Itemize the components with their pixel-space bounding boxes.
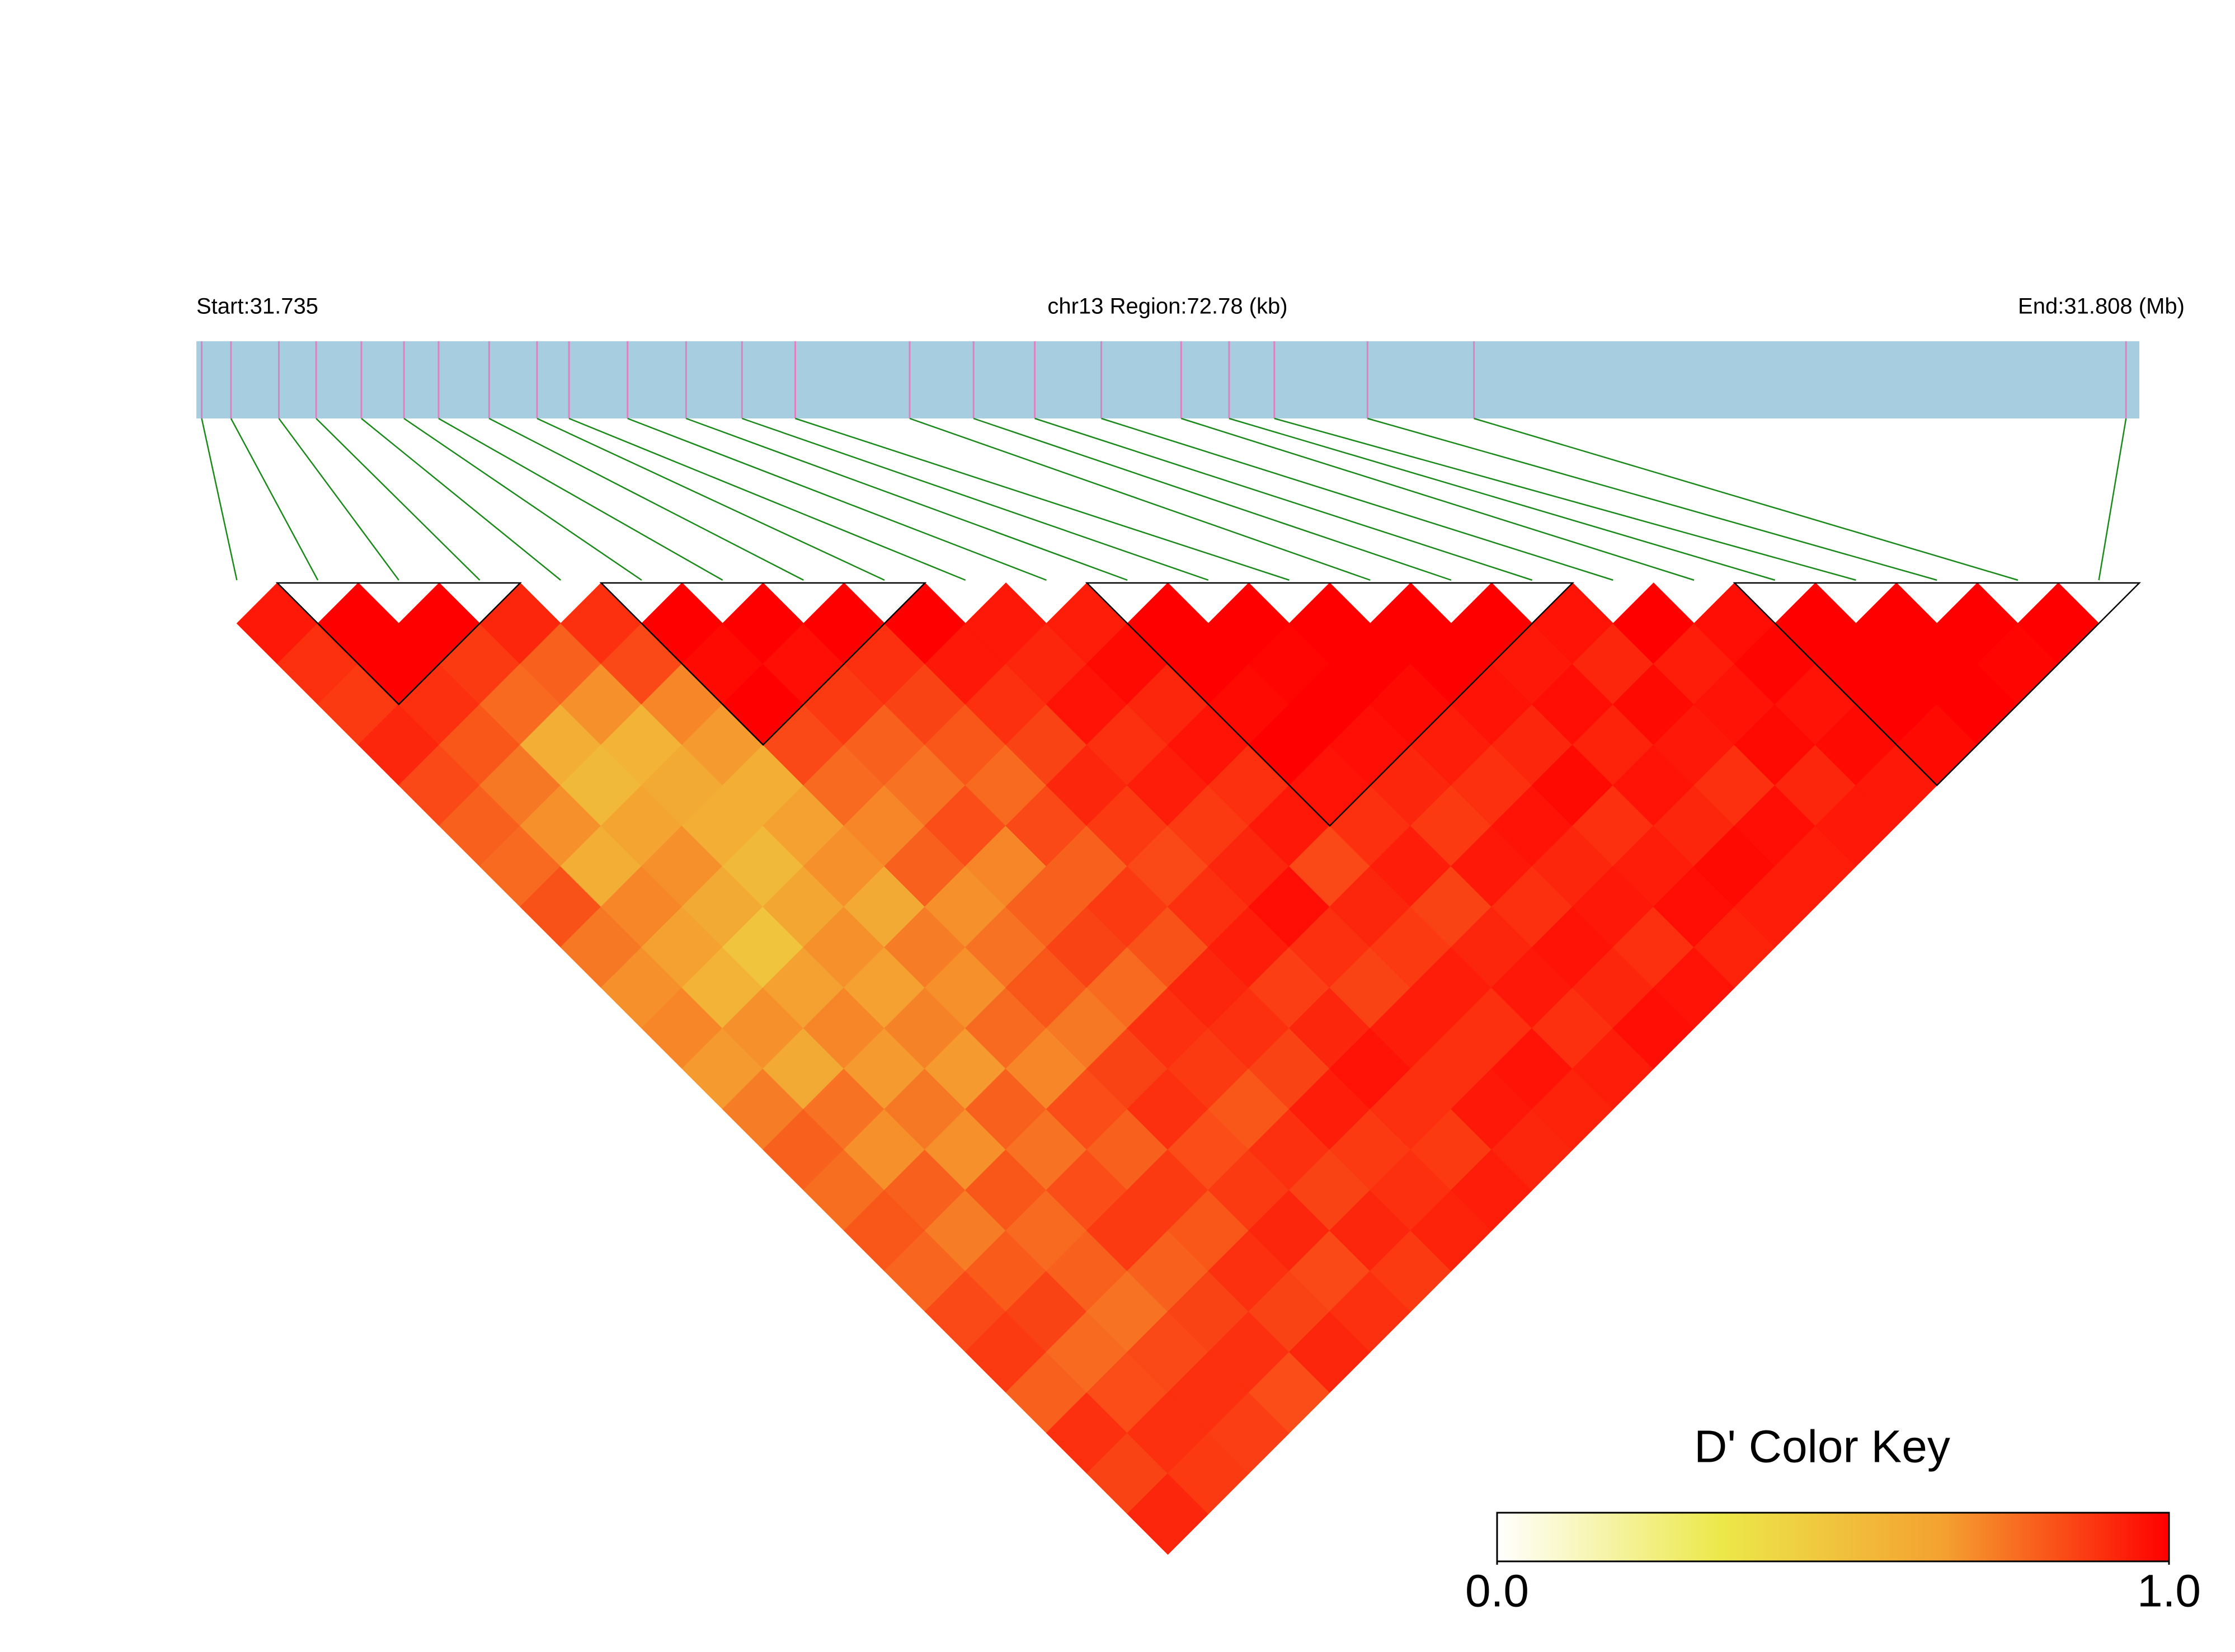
key-title: D' Color Key — [1694, 1422, 1950, 1472]
snp-connector — [627, 417, 1047, 581]
snp-connector — [2098, 418, 2127, 581]
region-bar — [196, 341, 2139, 418]
color-key — [1496, 1512, 2170, 1562]
snp-connector — [795, 417, 1290, 581]
snp-connector — [403, 417, 642, 581]
ld-block — [275, 582, 522, 705]
snp-connector — [1229, 417, 1776, 581]
snp-connector — [741, 417, 1209, 581]
start-label: Start:31.735 — [196, 294, 318, 319]
snp-connector — [568, 417, 966, 581]
snp-connector — [1101, 417, 1613, 581]
snp-connector — [361, 418, 561, 581]
snp-connector — [537, 417, 885, 581]
snp-connector — [1367, 417, 1937, 581]
snp-connector — [1474, 417, 2018, 581]
snp-connector — [909, 417, 1371, 581]
snp-connector — [230, 418, 319, 581]
snp-connector — [1034, 417, 1533, 581]
key-tick-label: 1.0 — [2137, 1566, 2201, 1617]
ld-block — [1733, 582, 2142, 787]
ld-block — [599, 582, 927, 746]
snp-connector — [488, 417, 804, 581]
key-tick-label: 0.0 — [1465, 1566, 1529, 1617]
end-label: End:31.808 (Mb) — [2018, 294, 2185, 319]
snp-connector — [278, 418, 399, 581]
region-label: chr13 Region:72.78 (kb) — [1047, 294, 1287, 319]
snp-connector — [1274, 417, 1856, 581]
snp-connector — [438, 417, 723, 581]
snp-connector — [316, 418, 481, 581]
ld-block — [1085, 582, 1575, 827]
snp-connector — [201, 418, 238, 581]
snp-connector — [1180, 417, 1695, 581]
snp-connector — [973, 417, 1452, 581]
snp-connector — [685, 417, 1128, 581]
